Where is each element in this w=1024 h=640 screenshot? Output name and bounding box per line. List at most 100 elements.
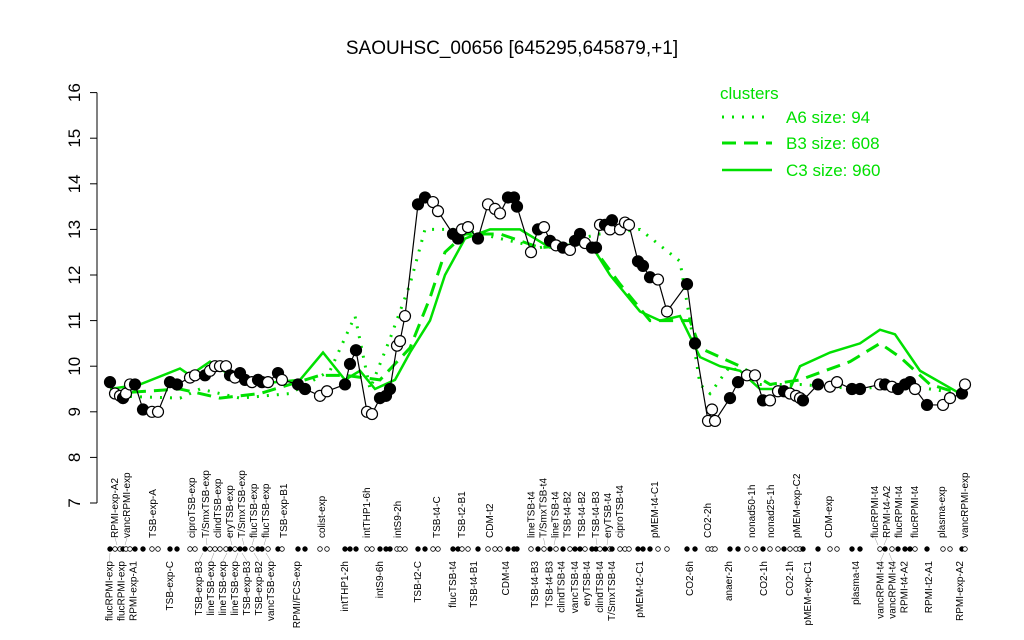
data-point xyxy=(573,227,587,241)
data-point xyxy=(563,243,577,257)
x-tick-label-bottom: eryTSB-t4 xyxy=(582,561,593,606)
x-tick-label-bottom: T/SmxTSB-t4 xyxy=(607,561,618,621)
x-tick-label-top: ciproTSB-exp xyxy=(187,477,198,538)
x-tick-label-top: pMEM-t4-C1 xyxy=(650,481,661,538)
x-tick-label-top: CDM-exp xyxy=(824,495,835,538)
x-tick-label-top: pMEM-exp-C2 xyxy=(792,473,803,538)
data-point xyxy=(426,195,440,209)
sample-marker xyxy=(602,546,608,552)
sample-marker xyxy=(324,546,330,552)
x-tick-label-top: flucTSB-exp xyxy=(261,483,272,538)
data-point xyxy=(796,394,810,407)
sample-marker xyxy=(781,546,787,552)
label-leader xyxy=(114,537,118,546)
sample-marker xyxy=(692,546,698,552)
label-leader xyxy=(883,537,888,546)
x-tick-label-bottom: RPMI/FCS-exp xyxy=(292,561,303,629)
label-leader xyxy=(874,537,879,546)
sample-marker xyxy=(377,546,383,552)
data-point xyxy=(431,205,445,218)
x-tick-label-bottom: CO2-6h xyxy=(685,561,696,596)
sample-marker xyxy=(295,546,301,552)
x-tick-label-top: intS9-2h xyxy=(393,501,404,538)
y-tick-label: 16 xyxy=(65,83,84,102)
x-tick-label-top: nonad25-1h xyxy=(766,485,777,538)
x-tick-label-bottom: clindTSB-t4 xyxy=(557,561,568,613)
x-tick-label-bottom: TSB-t4-B3 xyxy=(530,561,541,608)
sample-marker xyxy=(882,546,888,552)
x-tick-label-bottom: TSB-exp-C xyxy=(165,561,176,610)
sample-marker xyxy=(422,546,428,552)
sample-marker xyxy=(560,546,566,552)
x-tick-label-bottom: intTHP1-2h xyxy=(340,561,351,612)
data-point xyxy=(188,369,202,382)
chart-title: SAOUHSC_00656 [645295,645879,+1] xyxy=(346,38,678,59)
y-tick-label: 9 xyxy=(65,407,84,416)
x-tick-label-top: TSB-t4-B3 xyxy=(591,491,602,538)
data-point xyxy=(723,392,737,405)
data-point xyxy=(853,382,867,396)
label-leader xyxy=(124,537,128,546)
sample-marker xyxy=(364,546,370,552)
sample-marker xyxy=(572,546,578,552)
x-tick-label-top: intTHP1-6h xyxy=(362,487,373,538)
sample-marker xyxy=(202,546,208,552)
sample-marker xyxy=(435,546,441,552)
label-leader xyxy=(210,552,215,562)
sample-marker xyxy=(626,546,632,552)
data-point xyxy=(688,337,702,350)
sample-marker xyxy=(430,546,436,552)
data-point xyxy=(298,382,312,396)
label-leader xyxy=(606,537,609,546)
x-tick-label-top: clindTSB-exp xyxy=(213,478,224,538)
legend-title: clusters xyxy=(720,84,779,103)
label-leader xyxy=(553,537,556,546)
label-leader xyxy=(595,537,598,546)
sample-marker xyxy=(259,546,265,552)
sample-marker xyxy=(317,546,323,552)
sample-marker xyxy=(227,546,233,552)
sample-marker xyxy=(684,546,690,552)
sample-marker xyxy=(265,546,271,552)
x-tick-label-top: lineTSB-t4 xyxy=(527,491,538,538)
expression-profile xyxy=(103,191,972,428)
x-tick-label-top: TSB-t2-B1 xyxy=(457,491,468,538)
data-point xyxy=(151,405,165,418)
sample-marker xyxy=(415,546,421,552)
sample-marker xyxy=(279,546,285,552)
sample-marker xyxy=(895,546,901,552)
x-tick-label-top: flucRPMI-t4 xyxy=(910,485,921,538)
x-tick-label-top: vancRPMI-exp xyxy=(122,472,133,538)
x-tick-label-top: TSB-t4-B2 xyxy=(563,491,574,538)
data-point xyxy=(320,385,334,398)
sample-marker xyxy=(302,546,308,552)
sample-marker xyxy=(857,546,863,552)
data-point xyxy=(471,232,485,245)
data-point xyxy=(398,309,412,323)
x-tick-label-top: flucRPMI-t4 xyxy=(894,485,905,538)
data-point xyxy=(103,376,117,389)
sample-marker xyxy=(640,546,646,552)
sample-marker xyxy=(664,546,670,552)
sample-marker xyxy=(635,546,641,552)
data-point xyxy=(943,392,957,405)
sample-marker xyxy=(465,546,471,552)
sample-marker xyxy=(505,546,511,552)
sample-marker xyxy=(459,546,465,552)
sample-marker xyxy=(712,546,718,552)
sample-marker xyxy=(249,546,255,552)
x-tick-label-top: ciproTSB-t4 xyxy=(615,485,626,538)
x-tick-label-top: TSB-t4-C xyxy=(432,496,443,538)
sample-marker xyxy=(207,546,213,552)
sample-marker xyxy=(940,546,946,552)
label-leader xyxy=(234,552,239,562)
sample-marker xyxy=(450,546,456,552)
x-tick-label-bottom: TSB-t4-B3 xyxy=(545,561,556,608)
label-leader xyxy=(229,537,233,546)
x-tick-label-top: flucTSB-exp xyxy=(249,483,260,538)
sample-marker xyxy=(167,546,173,552)
sample-marker xyxy=(217,546,223,552)
sample-marker xyxy=(237,546,243,552)
label-leader xyxy=(241,552,248,562)
sample-marker xyxy=(767,546,773,552)
